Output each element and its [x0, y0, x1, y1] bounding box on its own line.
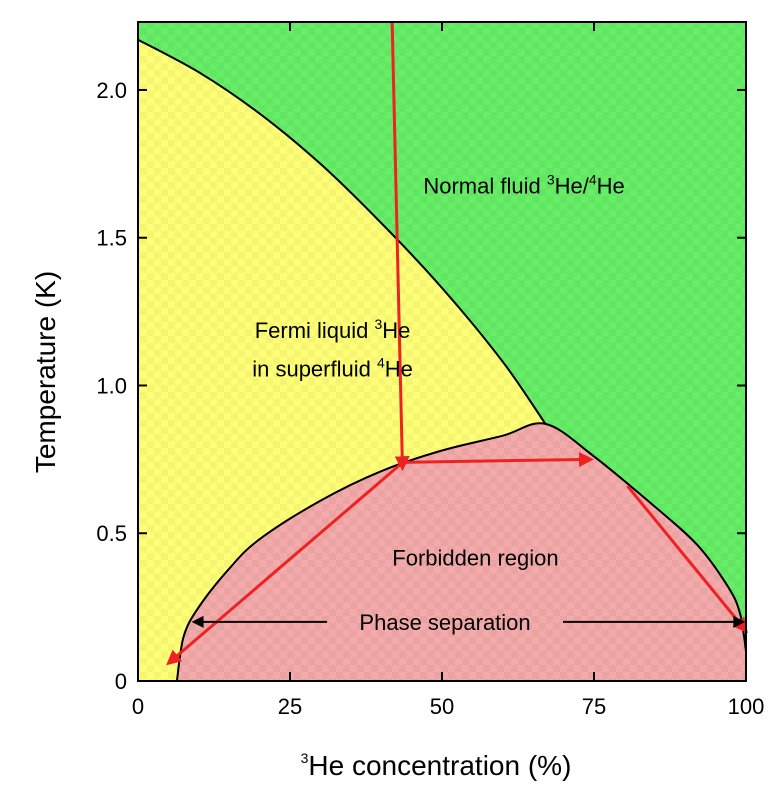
y-tick-label: 0.5	[96, 521, 127, 546]
y-tick-label: 1.0	[96, 373, 127, 398]
cooling-path-arrows	[166, 21, 748, 666]
cooling-arrow-1	[390, 21, 410, 472]
lambda-line	[137, 38, 547, 425]
y-tick-label: 0	[115, 669, 127, 694]
y-tick-label: 1.5	[96, 226, 127, 251]
forbidden-region-label: Forbidden region	[392, 546, 558, 571]
x-tick-label: 0	[132, 694, 144, 719]
cooling-arrow-3	[166, 464, 401, 666]
x-tick-label: 50	[430, 694, 454, 719]
axis-ticks: 0 25 50 75 100 0 0.5 1.0 1.5 2.0	[96, 22, 764, 719]
fermi-liquid-line2-label: in superfluid 4He	[252, 355, 413, 382]
fermi-liquid-line1-label: Fermi liquid 3He	[255, 316, 411, 343]
normal-fluid-label: Normal fluid 3He/4He	[423, 171, 624, 198]
phase-separation-annotation: Phase separation	[191, 610, 746, 635]
cooling-arrow-4	[626, 485, 748, 634]
region-labels: Normal fluid 3He/4He Fermi liquid 3He in s…	[252, 171, 625, 570]
y-axis-title: Temperature (K)	[30, 271, 61, 473]
x-tick-label: 75	[582, 694, 606, 719]
phase-separation-label: Phase separation	[359, 610, 530, 635]
y-tick-label: 2.0	[96, 78, 127, 103]
phase-separation-curve	[175, 422, 747, 682]
x-tick-label: 100	[728, 694, 765, 719]
cooling-arrow-2	[402, 452, 594, 468]
x-tick-label: 25	[278, 694, 302, 719]
x-axis-title: 3He concentration (%)	[301, 750, 572, 781]
